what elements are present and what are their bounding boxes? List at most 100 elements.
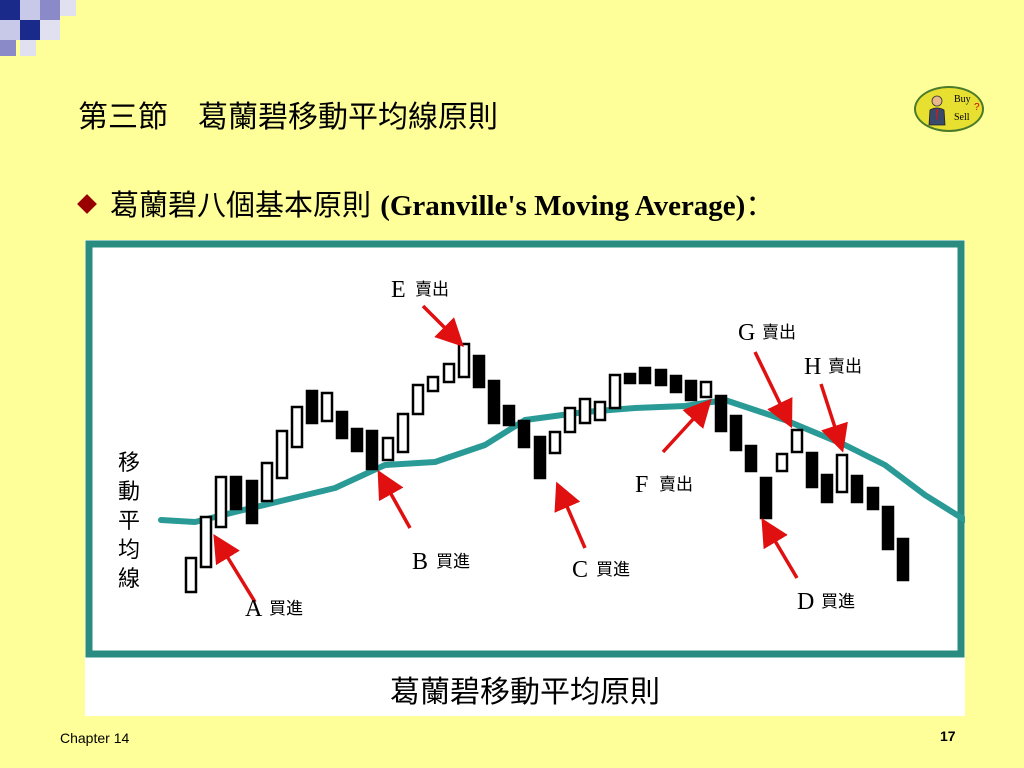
candle-23 (517, 419, 531, 449)
candle-48 (896, 537, 910, 582)
arrow-e (421, 304, 464, 347)
signal-letter-c: C (572, 557, 588, 583)
candle-35 (699, 380, 713, 399)
badge-question-mark: ? (974, 102, 980, 113)
y-label-char-4: 均 (118, 538, 140, 563)
candle-2 (199, 515, 213, 569)
candle-24 (533, 435, 547, 480)
signal-letter-e: E (391, 277, 406, 303)
candlesticks (184, 342, 910, 594)
candle-15 (396, 412, 410, 454)
diamond-bullet-icon (77, 194, 97, 214)
signal-letter-g: G (738, 320, 755, 346)
arrow-c (554, 481, 587, 549)
granville-chart: 移動平均線 A 買進 B 買進 C 買進 D 買進 E 賣出 F 賣出 G 賣出 H 賣出 葛蘭碧移動平均原則 (85, 240, 965, 710)
signal-text-b: 買進 (436, 552, 470, 572)
candle-7 (275, 429, 289, 480)
arrow-h (819, 383, 848, 453)
candle-41 (790, 428, 804, 454)
arrow-a (213, 534, 257, 603)
candle-3 (214, 475, 228, 529)
granville-figure: 移動平均線 A 買進 B 買進 C 買進 D 買進 E 賣出 F 賣出 G 賣出 H 賣出 葛蘭碧移動平均原則 (85, 240, 965, 716)
candle-42 (805, 451, 819, 489)
footer-chapter: Chapter 14 (60, 730, 130, 746)
candle-31 (638, 366, 652, 385)
candle-8 (290, 405, 304, 449)
signal-text-a: 買進 (269, 599, 303, 619)
signal-text-d: 買進 (821, 592, 855, 612)
candle-36 (714, 394, 728, 433)
candle-44 (835, 453, 849, 494)
signal-labels: A 買進 B 買進 C 買進 D 買進 E 賣出 F 賣出 G 賣出 H 賣出 (245, 277, 862, 622)
candle-6 (260, 461, 274, 503)
candle-34 (684, 379, 698, 402)
candle-47 (881, 505, 895, 551)
signal-letter-a: A (245, 596, 263, 622)
badge-sell-label: Sell (954, 112, 970, 123)
bullet-point: 葛蘭碧八個基本原則 (Granville's Moving Average)： (77, 182, 775, 224)
candle-38 (744, 444, 758, 473)
candle-22 (502, 404, 516, 427)
candle-37 (729, 414, 743, 452)
candle-16 (411, 383, 425, 416)
y-label-char-5: 線 (118, 567, 140, 592)
signal-letter-d: D (797, 589, 814, 615)
bullet-text-cjk: 葛蘭碧八個基本原則 (110, 188, 381, 222)
candle-46 (866, 486, 880, 511)
candle-5 (245, 479, 259, 525)
candle-33 (669, 374, 683, 394)
chart-frame (85, 240, 965, 658)
arrow-g (753, 351, 793, 429)
moving-average-line (158, 397, 965, 525)
candle-10 (320, 391, 334, 423)
candle-26 (563, 406, 577, 434)
signal-text-c: 買進 (596, 560, 630, 580)
signal-letter-b: B (412, 549, 428, 575)
signal-arrows (213, 304, 848, 603)
arrow-d (761, 517, 799, 579)
candle-25 (548, 430, 562, 455)
page-title: 第三節 葛蘭碧移動平均線原則 (78, 100, 498, 135)
candle-21 (487, 379, 501, 425)
candle-27 (578, 397, 592, 425)
badge-buy-label: Buy (954, 94, 971, 105)
candle-19 (457, 342, 471, 379)
candle-20 (472, 354, 486, 389)
candle-39 (759, 476, 773, 520)
candle-4 (229, 475, 243, 511)
y-label-char-2: 動 (118, 480, 140, 505)
page-number: 17 (940, 728, 956, 744)
bullet-text-latin: (Granville's Moving Average) (380, 190, 746, 222)
candle-14 (381, 436, 395, 462)
candle-11 (335, 410, 349, 440)
candle-45 (850, 474, 864, 504)
candle-32 (654, 368, 668, 387)
y-label-char-3: 平 (118, 509, 140, 534)
businessman-icon (928, 95, 946, 126)
candle-40 (775, 452, 789, 473)
candle-1 (184, 556, 198, 594)
candle-9 (305, 389, 319, 425)
chart-caption: 葛蘭碧移動平均原則 (390, 675, 660, 710)
y-axis-label: 移動平均線 (118, 451, 140, 592)
arrow-f (661, 398, 712, 454)
signal-letter-f: F (635, 472, 648, 498)
signal-text-e: 賣出 (415, 280, 449, 300)
candle-29 (608, 373, 622, 410)
signal-text-g: 賣出 (762, 323, 796, 343)
candle-18 (442, 362, 456, 384)
arrow-b (377, 469, 412, 529)
candle-28 (593, 400, 607, 422)
candle-17 (426, 375, 440, 393)
signal-letter-h: H (804, 354, 821, 380)
y-label-char-1: 移 (118, 451, 140, 476)
candle-30 (623, 372, 637, 385)
candle-12 (350, 427, 364, 453)
candle-13 (365, 429, 379, 471)
bullet-colon: ： (745, 188, 775, 222)
signal-text-h: 賣出 (828, 357, 862, 377)
signal-text-f: 賣出 (659, 475, 693, 495)
candle-43 (820, 473, 834, 504)
corner-decoration (0, 0, 80, 60)
buy-sell-badge: Buy Sell ? (914, 86, 984, 132)
